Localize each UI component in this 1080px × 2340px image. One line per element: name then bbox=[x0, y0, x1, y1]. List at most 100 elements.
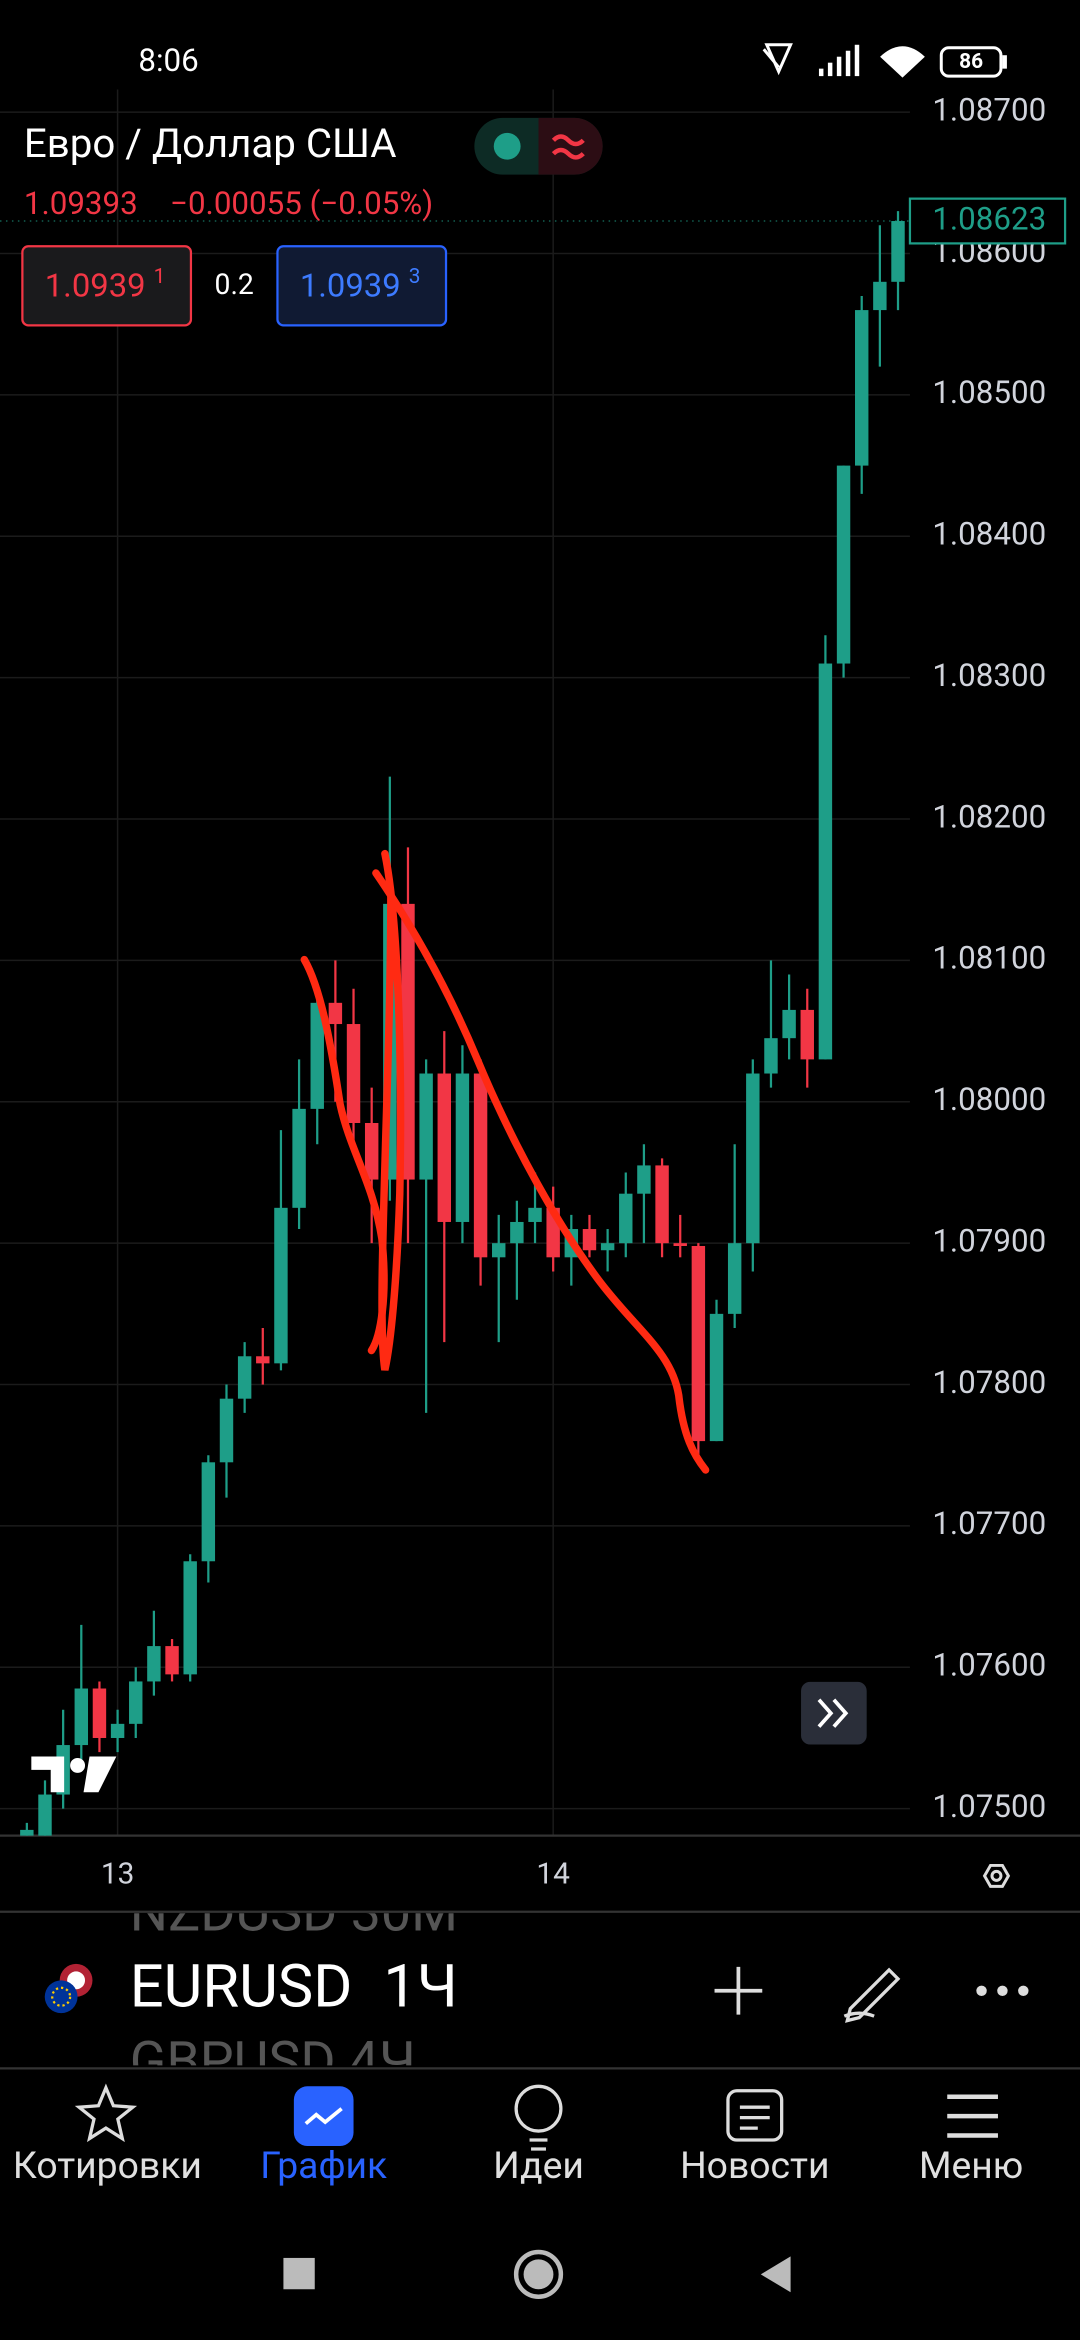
candle-body bbox=[492, 1243, 506, 1258]
candle-body bbox=[855, 310, 869, 466]
nav-icon-quotes bbox=[74, 2083, 138, 2143]
spread: 0.2 bbox=[215, 268, 254, 301]
candle-body bbox=[782, 1009, 796, 1039]
candle-body bbox=[764, 1038, 778, 1074]
y-tick-label: 1.07800 bbox=[932, 1364, 1046, 1401]
candle-body bbox=[455, 1073, 470, 1222]
candle-body bbox=[473, 1073, 488, 1258]
candle-body bbox=[582, 1229, 597, 1251]
candle-body bbox=[310, 1002, 324, 1109]
price-change: −0.00055 (−0.05%) bbox=[170, 185, 433, 222]
candle-body bbox=[419, 1073, 433, 1180]
candle-body bbox=[401, 903, 415, 1180]
settings-icon[interactable] bbox=[982, 1863, 1011, 1888]
candle-body bbox=[328, 1002, 343, 1025]
prev-symbol: NZDUSD 30М bbox=[130, 1881, 458, 1944]
candle-body bbox=[873, 281, 887, 311]
symbol-picker[interactable]: NZDUSD 30М GBPUSD 4Ч bbox=[130, 1881, 458, 2093]
nav-label[interactable]: Меню bbox=[919, 2144, 1023, 2188]
candle-body bbox=[129, 1681, 143, 1724]
y-tick-label: 1.07600 bbox=[932, 1647, 1046, 1684]
more-button[interactable] bbox=[976, 1985, 1029, 1997]
candle-body bbox=[165, 1646, 179, 1675]
nav-label[interactable]: Котировки bbox=[13, 2144, 202, 2188]
candle-body bbox=[818, 663, 833, 1060]
currency-flag bbox=[44, 1963, 93, 2014]
candle-body bbox=[746, 1073, 760, 1244]
nav-icon-news bbox=[726, 2089, 784, 2142]
candle-body bbox=[673, 1243, 687, 1247]
candle-body bbox=[891, 221, 905, 282]
bid-price: 1.0939 bbox=[45, 268, 146, 306]
scroll-to-end[interactable] bbox=[801, 1681, 867, 1745]
drawings bbox=[300, 849, 710, 1474]
sell-button[interactable]: 1.0939 1 bbox=[21, 245, 193, 327]
bid-pip: 1 bbox=[154, 265, 166, 289]
candle-body bbox=[38, 1794, 52, 1836]
candle-body bbox=[619, 1193, 633, 1244]
ask-pip: 3 bbox=[409, 265, 421, 289]
candle-body bbox=[346, 1024, 361, 1124]
candle-body bbox=[637, 1165, 651, 1194]
indicator-pill[interactable] bbox=[474, 117, 603, 175]
candle-body bbox=[92, 1688, 107, 1738]
candle-body bbox=[655, 1165, 669, 1244]
candle-body bbox=[510, 1221, 524, 1244]
add-button[interactable] bbox=[714, 1966, 763, 2015]
candle-body bbox=[20, 1829, 34, 1836]
status-icons bbox=[762, 43, 1007, 78]
symbol[interactable]: EURUSD bbox=[130, 1952, 353, 2022]
nav-icon-ideas bbox=[514, 2084, 563, 2151]
x-tick-label: 14 bbox=[536, 1857, 570, 1892]
candle-body bbox=[237, 1356, 252, 1399]
nav-bar: Котировки График Идеи Новости Меню bbox=[13, 2144, 1023, 2188]
candle-body bbox=[364, 1123, 379, 1180]
candle-body bbox=[74, 1688, 89, 1746]
nav-label[interactable]: График bbox=[260, 2144, 387, 2188]
last-price: 1.09393 bbox=[24, 185, 138, 222]
candle-body bbox=[110, 1723, 125, 1738]
status-time: 8:06 bbox=[138, 42, 198, 79]
android-recents[interactable] bbox=[283, 2257, 315, 2290]
candle-body bbox=[183, 1561, 197, 1675]
nav-label[interactable]: Новости bbox=[680, 2144, 829, 2188]
nav-label[interactable]: Идеи bbox=[493, 2144, 584, 2188]
y-tick-label: 1.08100 bbox=[932, 940, 1046, 977]
battery-level: 86 bbox=[959, 50, 983, 74]
y-tick-label: 1.08000 bbox=[932, 1081, 1046, 1118]
android-home[interactable] bbox=[513, 2249, 564, 2299]
instrument-title: Евро / Доллар США bbox=[24, 120, 397, 167]
y-tick-label: 1.07900 bbox=[932, 1222, 1046, 1259]
candle-body bbox=[219, 1398, 234, 1463]
candle-body bbox=[147, 1646, 161, 1682]
candle-body bbox=[256, 1356, 270, 1364]
y-tick-label: 1.08300 bbox=[932, 657, 1046, 694]
y-tick-label: 1.08700 bbox=[932, 91, 1046, 128]
candle-body bbox=[528, 1207, 542, 1222]
ask-price: 1.0939 bbox=[300, 268, 401, 306]
candle-body bbox=[600, 1243, 615, 1251]
candle-body bbox=[437, 1073, 451, 1222]
candle-body bbox=[292, 1108, 306, 1208]
x-tick-label: 13 bbox=[101, 1857, 135, 1892]
buy-button[interactable]: 1.0939 3 bbox=[276, 245, 448, 327]
draw-button[interactable] bbox=[843, 1967, 901, 2023]
candle-body bbox=[727, 1243, 742, 1314]
y-tick-label: 1.08500 bbox=[932, 374, 1046, 411]
last-price-box bbox=[908, 197, 1067, 245]
candle-body bbox=[836, 465, 851, 664]
candle-body bbox=[274, 1207, 288, 1364]
nav-icon-chart bbox=[293, 2086, 354, 2146]
android-back[interactable] bbox=[760, 2256, 791, 2293]
candle-body bbox=[201, 1462, 216, 1562]
interval[interactable]: 1Ч bbox=[383, 1952, 457, 2022]
nav-icon-menu bbox=[947, 2094, 998, 2138]
chart: 1.087001.086001.085001.084001.083001.082… bbox=[0, 89, 1080, 1892]
last-price-label: 1.08623 bbox=[932, 200, 1046, 237]
y-tick-label: 1.07700 bbox=[932, 1505, 1046, 1542]
candle-body bbox=[709, 1313, 724, 1442]
